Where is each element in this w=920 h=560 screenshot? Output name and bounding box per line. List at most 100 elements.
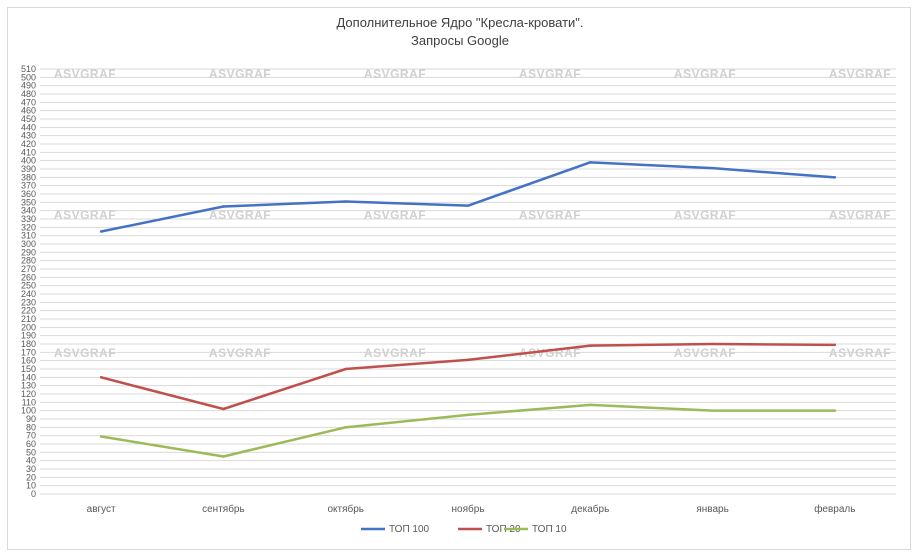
chart-title-line1: Дополнительное Ядро "Кресла-кровати". xyxy=(336,15,584,30)
data-point xyxy=(222,455,225,458)
watermark-text: ASVGRAF xyxy=(674,208,736,222)
y-axis-ticks: 0102030405060708090100110120130140150160… xyxy=(21,64,36,499)
chart-title-line2: Запросы Google xyxy=(411,33,509,48)
y-tick-label: 230 xyxy=(21,297,36,307)
chart-frame xyxy=(7,7,911,550)
watermark-text: ASVGRAF xyxy=(674,346,736,360)
data-point xyxy=(344,367,347,371)
y-tick-label: 510 xyxy=(21,64,36,74)
y-tick-label: 400 xyxy=(21,156,36,166)
data-point xyxy=(833,409,837,412)
watermark-text: ASVGRAF xyxy=(519,208,581,222)
y-tick-label: 240 xyxy=(21,289,36,299)
y-tick-label: 380 xyxy=(21,172,36,182)
data-point xyxy=(466,358,470,362)
y-tick-label: 250 xyxy=(21,281,36,291)
y-tick-label: 20 xyxy=(26,472,36,482)
y-tick-label: 480 xyxy=(21,89,36,99)
y-tick-label: 90 xyxy=(26,414,36,424)
y-tick-label: 0 xyxy=(31,489,36,499)
data-point xyxy=(222,407,225,411)
grid-lines xyxy=(40,68,896,495)
y-tick-label: 210 xyxy=(21,314,36,324)
y-tick-label: 280 xyxy=(21,256,36,266)
y-tick-label: 110 xyxy=(22,397,36,407)
y-tick-label: 270 xyxy=(21,264,36,274)
watermark-text: ASVGRAF xyxy=(364,346,426,360)
y-tick-label: 490 xyxy=(21,81,36,91)
watermark-text: ASVGRAF xyxy=(519,67,581,81)
watermark-text: ASVGRAF xyxy=(209,67,271,81)
y-tick-label: 130 xyxy=(21,381,36,391)
series-line xyxy=(99,403,837,458)
data-point xyxy=(99,376,103,379)
y-tick-label: 100 xyxy=(21,406,36,416)
data-point xyxy=(711,409,714,412)
x-tick-label: август xyxy=(87,504,116,515)
data-point xyxy=(344,200,347,203)
y-tick-label: 40 xyxy=(26,456,36,466)
x-tick-label: февраль xyxy=(814,503,855,515)
y-tick-label: 470 xyxy=(21,97,36,107)
y-tick-label: 420 xyxy=(21,139,36,149)
y-tick-label: 450 xyxy=(21,114,36,124)
y-tick-label: 10 xyxy=(26,481,36,491)
watermarks: ASVGRAF ASVGRAF ASVGRAF ASVGRAF ASVGRAF ASVGR… xyxy=(54,67,891,360)
y-tick-label: 170 xyxy=(21,347,36,357)
y-tick-label: 410 xyxy=(21,147,36,157)
y-tick-label: 190 xyxy=(21,331,36,341)
data-point xyxy=(711,166,714,170)
data-point xyxy=(711,342,714,346)
y-tick-label: 120 xyxy=(21,389,36,399)
y-tick-label: 300 xyxy=(21,239,36,249)
legend: ТОП 100 ТОП 20 ТОП 10 xyxy=(361,524,567,535)
y-tick-label: 360 xyxy=(21,189,36,199)
watermark-text: ASVGRAF xyxy=(209,208,271,222)
y-tick-label: 80 xyxy=(26,422,36,432)
data-point xyxy=(589,403,592,407)
x-tick-label: январь xyxy=(696,504,728,515)
y-tick-label: 60 xyxy=(26,439,36,449)
y-tick-label: 430 xyxy=(21,131,36,141)
watermark-text: ASVGRAF xyxy=(54,208,116,222)
data-point xyxy=(833,176,837,179)
x-axis-ticks: август сентябрь октябрь ноябрь декабрь январь… xyxy=(87,503,856,515)
data-point xyxy=(589,344,592,347)
y-tick-label: 150 xyxy=(21,364,36,374)
data-point xyxy=(589,161,592,164)
y-tick-label: 440 xyxy=(21,122,36,132)
y-tick-label: 260 xyxy=(21,272,36,282)
y-tick-label: 140 xyxy=(21,372,36,382)
chart-title: Дополнительное Ядро "Кресла-кровати". За… xyxy=(0,14,920,50)
legend-label: ТОП 20 xyxy=(486,524,521,535)
watermark-text: ASVGRAF xyxy=(674,67,736,81)
x-tick-label: октябрь xyxy=(327,503,364,515)
watermark-text: ASVGRAF xyxy=(364,208,426,222)
watermark-text: ASVGRAF xyxy=(209,346,271,360)
series-lines xyxy=(99,161,837,458)
watermark-text: ASVGRAF xyxy=(829,208,891,222)
y-tick-label: 220 xyxy=(21,306,36,316)
watermark-text: ASVGRAF xyxy=(54,346,116,360)
data-point xyxy=(466,204,470,207)
y-tick-label: 320 xyxy=(21,222,36,232)
data-point xyxy=(466,413,470,417)
y-tick-label: 290 xyxy=(21,247,36,257)
y-tick-label: 200 xyxy=(21,322,36,332)
y-tick-label: 500 xyxy=(21,72,36,82)
x-tick-label: сентябрь xyxy=(202,503,245,515)
watermark-text: ASVGRAF xyxy=(54,67,116,81)
y-tick-label: 330 xyxy=(21,214,36,224)
y-tick-label: 180 xyxy=(21,339,36,349)
y-tick-label: 30 xyxy=(26,464,36,474)
y-tick-label: 50 xyxy=(26,447,36,457)
legend-label: ТОП 10 xyxy=(532,524,567,535)
watermark-text: ASVGRAF xyxy=(364,67,426,81)
y-tick-label: 310 xyxy=(21,231,36,241)
data-point xyxy=(99,435,103,438)
data-point xyxy=(222,205,225,208)
x-tick-label: декабрь xyxy=(571,503,609,515)
y-tick-label: 350 xyxy=(21,197,36,207)
legend-label: ТОП 100 xyxy=(389,524,430,535)
